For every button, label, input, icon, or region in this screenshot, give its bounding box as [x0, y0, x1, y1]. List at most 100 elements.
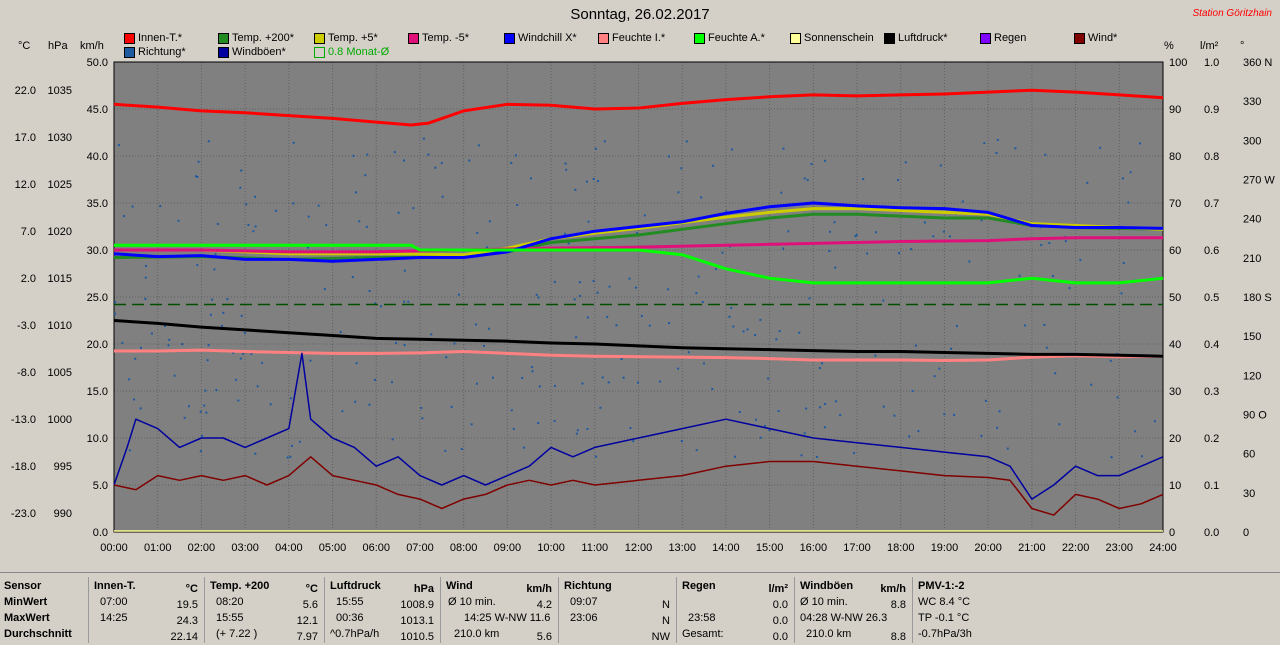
druck-avg: 1010.5: [400, 631, 434, 643]
direction-point: [553, 420, 556, 423]
direction-point: [553, 384, 556, 387]
direction-point: [211, 298, 214, 301]
direction-point: [738, 410, 741, 413]
y-tick-rain: 0.5: [1204, 292, 1219, 304]
direction-point: [594, 455, 597, 458]
direction-point: [763, 425, 766, 428]
boeen-max: 04:28 W-NW 26.3: [800, 612, 888, 624]
direction-point: [882, 299, 885, 302]
direction-point: [355, 362, 358, 365]
direction-point: [573, 298, 576, 301]
direction-point: [374, 302, 377, 305]
wind-avg: 5.6: [536, 631, 552, 643]
direction-point: [615, 324, 618, 327]
direction-point: [395, 341, 398, 344]
direction-point: [599, 406, 602, 409]
direction-point: [292, 202, 295, 205]
direction-point: [215, 388, 218, 391]
legend-swatch: [218, 32, 229, 44]
direction-point: [728, 315, 731, 318]
direction-point: [510, 409, 513, 412]
direction-point: [354, 400, 357, 403]
direction-point: [421, 417, 424, 420]
wind-min-time: Ø 10 min.: [448, 596, 496, 608]
legend-swatch: [314, 32, 325, 44]
legend-swatch: [598, 32, 609, 44]
y-tick-wind: 35.0: [87, 198, 108, 210]
direction-point: [943, 413, 946, 416]
druck-min-time: 15:55: [336, 596, 364, 608]
y-tick-wind: 30.0: [87, 245, 108, 257]
y-tick-direction: 60: [1243, 449, 1255, 461]
col-labels: Sensor MinWert MaxWert Durchschnitt: [0, 577, 89, 643]
direction-point: [199, 410, 202, 413]
direction-point: [628, 277, 631, 280]
wind-max: 14:25 W-NW 11.6: [464, 612, 551, 624]
direction-point: [1122, 262, 1125, 265]
legend-swatch: [124, 32, 135, 44]
direction-point: [996, 426, 999, 429]
direction-point: [196, 175, 199, 178]
direction-point: [668, 322, 671, 325]
y-tick-humidity: 60: [1169, 245, 1181, 257]
legend-item: Wind*: [1074, 32, 1117, 44]
pmv-avg: -0.7hPa/3h: [918, 628, 972, 640]
direction-point: [823, 426, 826, 429]
direction-point: [434, 166, 437, 169]
legend-item: Feuchte I.*: [598, 32, 665, 44]
legend-label: Windchill X*: [518, 32, 577, 44]
legend-label: Sonnenschein: [804, 32, 874, 44]
direction-point: [531, 370, 534, 373]
y-tick-humidity: 30: [1169, 386, 1181, 398]
y-tick-direction: 150: [1243, 331, 1261, 343]
x-tick-label: 02:00: [188, 542, 216, 554]
direction-point: [510, 161, 513, 164]
y-tick-pressure: 990: [54, 508, 72, 520]
direction-point: [444, 449, 447, 452]
direction-point: [932, 235, 935, 238]
direction-point: [915, 344, 918, 347]
direction-point: [1099, 146, 1102, 149]
legend-item: Regen: [980, 32, 1026, 44]
series-line: [113, 352, 1164, 500]
x-tick-label: 12:00: [625, 542, 653, 554]
direction-point: [1014, 147, 1017, 150]
direction-point: [159, 205, 162, 208]
y-tick-direction: 270 W: [1243, 175, 1275, 187]
direction-point: [933, 375, 936, 378]
direction-point: [803, 432, 806, 435]
regen-max-value: 0.0: [772, 615, 788, 627]
direction-point: [782, 247, 785, 250]
direction-point: [1064, 240, 1067, 243]
direction-point: [290, 444, 293, 447]
direction-point: [1006, 447, 1009, 450]
legend-item: Sonnenschein: [790, 32, 874, 44]
y-tick-direction: 330: [1243, 96, 1261, 108]
y-tick-rain: 0.3: [1204, 386, 1219, 398]
direction-point: [144, 297, 147, 300]
y-tick-direction: 360 N: [1243, 57, 1272, 69]
direction-point: [488, 220, 491, 223]
col-pmv: PMV-1:-2 WC 8.4 °C TP -0.1 °C -0.7hPa/3h: [914, 577, 1014, 643]
direction-point: [578, 294, 581, 297]
direction-point: [289, 397, 292, 400]
boeen-head: Windböen: [800, 580, 854, 592]
y-tick-humidity: 80: [1169, 151, 1181, 163]
col-boeen: Windböen km/h Ø 10 min. 8.8 04:28 W-NW 2…: [796, 577, 913, 643]
direction-point: [523, 446, 526, 449]
direction-point: [237, 399, 240, 402]
plot-border: [113, 61, 1164, 533]
direction-point: [422, 137, 425, 140]
direction-point: [855, 233, 858, 236]
direction-point: [648, 324, 651, 327]
legend-item: Feuchte A.*: [694, 32, 765, 44]
legend-swatch: [790, 32, 801, 44]
direction-point: [687, 351, 690, 354]
direction-point: [733, 455, 736, 458]
innen-max-time: 14:25: [100, 612, 128, 624]
direction-point: [677, 367, 680, 370]
direction-point: [341, 410, 344, 413]
direction-point: [121, 341, 124, 344]
direction-point: [968, 260, 971, 263]
regen-head: Regen: [682, 580, 716, 592]
